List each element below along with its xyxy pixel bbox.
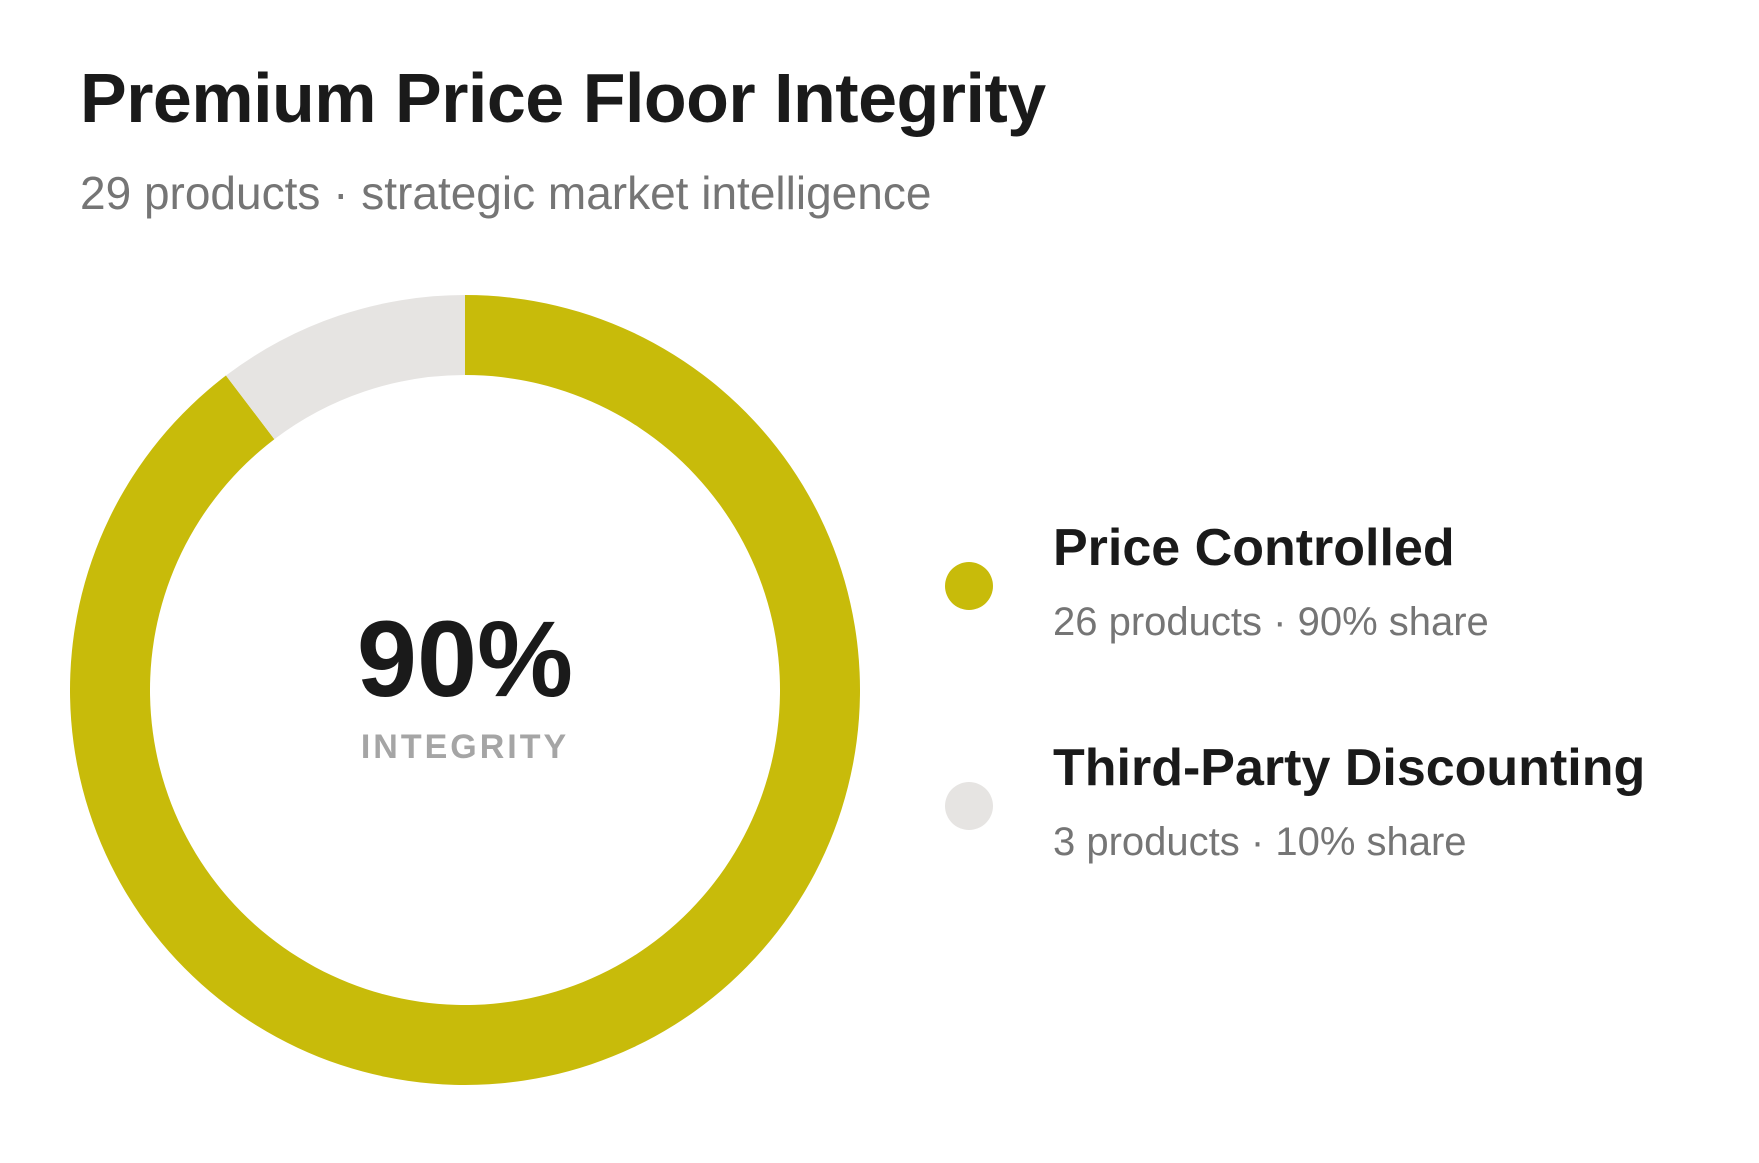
legend-item-price-controlled: Price Controlled 26 products · 90% share — [945, 519, 1745, 740]
center-label: INTEGRITY — [360, 728, 570, 766]
donut-chart: 90% INTEGRITY — [70, 295, 860, 1085]
donut-svg — [70, 295, 860, 1085]
legend-label-price-controlled: Price Controlled — [1053, 519, 1455, 577]
legend-item-third-party-discounting: Third-Party Discounting 3 products · 10%… — [945, 739, 1745, 960]
legend-detail-price-controlled: 26 products · 90% share — [1053, 600, 1489, 644]
legend: Price Controlled 26 products · 90% share… — [945, 519, 1745, 960]
legend-detail-third-party-discounting: 3 products · 10% share — [1053, 820, 1467, 864]
legend-label-third-party-discounting: Third-Party Discounting — [1053, 739, 1646, 797]
chart-title: Premium Price Floor Integrity — [80, 59, 1046, 137]
center-value: 90% — [356, 598, 574, 719]
legend-swatch-third-party-discounting — [945, 782, 993, 830]
donut-slice-third-party-discounting — [225, 295, 465, 440]
legend-swatch-price-controlled — [945, 562, 993, 610]
chart-subtitle: 29 products · strategic market intellige… — [80, 167, 932, 219]
